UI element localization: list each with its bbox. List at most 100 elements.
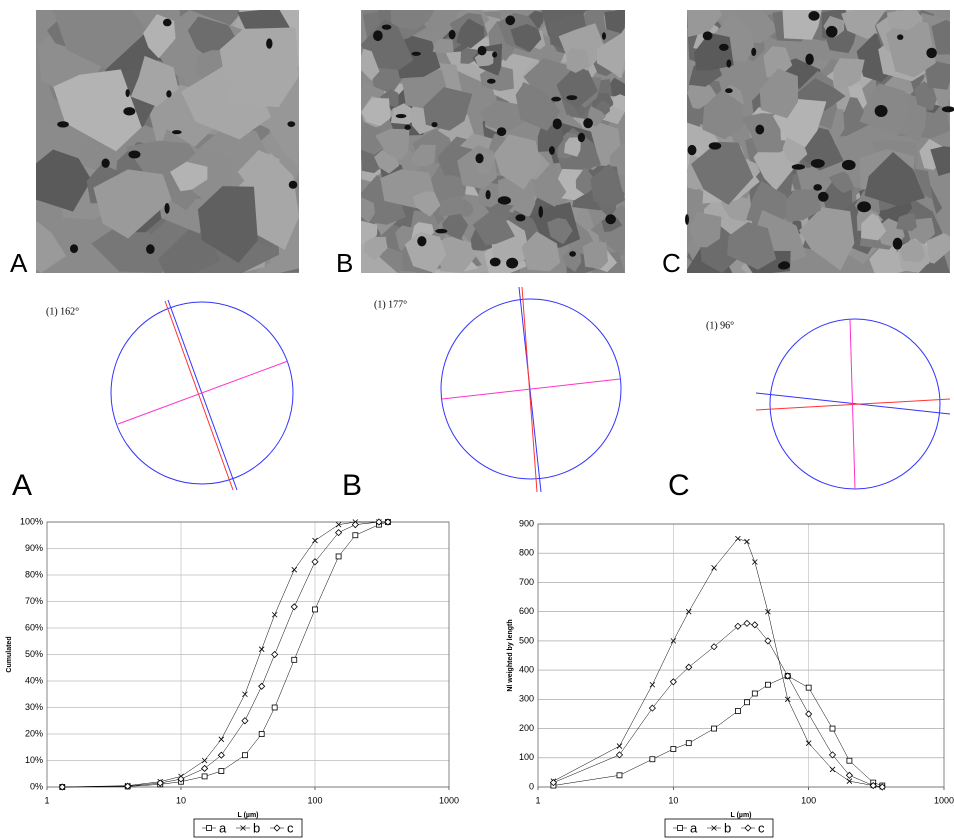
y-tick-label: 0%: [30, 781, 43, 791]
pore: [687, 144, 697, 156]
x-tick-label: 1000: [439, 795, 459, 805]
pore: [566, 95, 578, 101]
grain: [197, 186, 258, 263]
pore: [897, 34, 904, 40]
grain: [361, 98, 391, 127]
chart: 0% 10% 20% 30% 40% 50% 60% 70% 80% 90% 100% 1 10 100 1…: [6, 516, 459, 838]
marker: [241, 717, 249, 725]
pore: [702, 31, 713, 41]
marker: [869, 781, 877, 790]
grain: [745, 181, 796, 226]
pore: [101, 158, 110, 168]
grain: [547, 217, 573, 245]
marker: [271, 704, 278, 711]
rose-text: (1) 177°: [374, 299, 407, 310]
marker: [670, 638, 677, 644]
pore: [941, 106, 954, 113]
grain: [361, 220, 378, 248]
marker: [217, 751, 225, 759]
grain: [423, 87, 473, 131]
pore: [874, 105, 888, 118]
pore: [381, 24, 392, 30]
pore: [725, 88, 733, 94]
y-tick-label: 800: [519, 548, 534, 558]
grain: [479, 100, 528, 133]
marker: [201, 757, 208, 764]
marker: [201, 773, 208, 780]
marker: [735, 535, 741, 542]
marker: [744, 538, 750, 545]
marker: [764, 637, 772, 645]
marker: [711, 565, 717, 571]
marker: [648, 704, 656, 712]
grain: [412, 191, 441, 217]
grain: [860, 213, 887, 241]
pore: [810, 158, 825, 168]
y-tick-label: 0: [529, 781, 534, 791]
marker: [242, 691, 248, 698]
pore: [288, 180, 298, 189]
grain: [590, 164, 625, 208]
grain: [566, 47, 590, 74]
chart: 0 100 200 300 400 500 600 700 800 900 1 10 100 1000 L …: [507, 518, 954, 838]
marker: [291, 656, 298, 663]
pore: [718, 43, 729, 51]
grain: [474, 50, 494, 67]
rose-axis: [167, 299, 238, 491]
grain: [375, 128, 410, 161]
y-tick-label: 70%: [25, 596, 43, 606]
grain: [914, 81, 937, 111]
grain: [564, 137, 581, 157]
grain: [219, 27, 299, 108]
y-tick-label: 20%: [25, 728, 43, 738]
grain: [93, 169, 172, 239]
pore: [601, 32, 606, 40]
marker: [351, 521, 359, 529]
grain: [52, 10, 148, 70]
y-tick-label: 40%: [25, 675, 43, 685]
pore: [57, 121, 69, 128]
pore: [892, 237, 903, 250]
y-axis-label: Nl weighted by length: [507, 619, 514, 691]
marker: [335, 529, 343, 537]
grain: [687, 10, 723, 37]
grain: [390, 10, 435, 30]
marker: [710, 643, 718, 651]
marker: [784, 672, 792, 680]
grain: [613, 94, 625, 112]
y-axis-label: Cumulated: [6, 636, 13, 672]
pore: [373, 30, 383, 42]
marker: [206, 825, 212, 831]
grain: [521, 231, 561, 272]
rose-text: (1) 96°: [706, 320, 734, 331]
y-tick-label: 700: [519, 577, 534, 587]
grain: [726, 221, 777, 270]
marker: [846, 757, 853, 764]
grain: [931, 19, 950, 55]
marker: [744, 824, 752, 832]
pore: [417, 236, 427, 247]
grain: [885, 19, 936, 78]
marker: [311, 558, 319, 566]
grain: [828, 171, 855, 194]
grain: [688, 211, 722, 248]
grain: [763, 46, 793, 80]
grain: [694, 32, 734, 71]
plot-frame: [46, 521, 450, 788]
pore: [569, 251, 576, 257]
pore: [435, 228, 448, 234]
pore: [548, 146, 555, 155]
marker: [156, 779, 164, 787]
marker: [242, 752, 248, 759]
legend-marker: [240, 825, 246, 831]
marker: [744, 699, 750, 706]
grain: [529, 168, 567, 207]
pore: [485, 190, 491, 200]
pore: [171, 130, 182, 135]
pore: [505, 15, 516, 26]
x-axis-label: L (µm): [730, 812, 751, 819]
grain: [896, 212, 917, 232]
y-tick-label: 300: [519, 694, 534, 704]
grain: [604, 10, 625, 35]
marker: [616, 772, 623, 779]
